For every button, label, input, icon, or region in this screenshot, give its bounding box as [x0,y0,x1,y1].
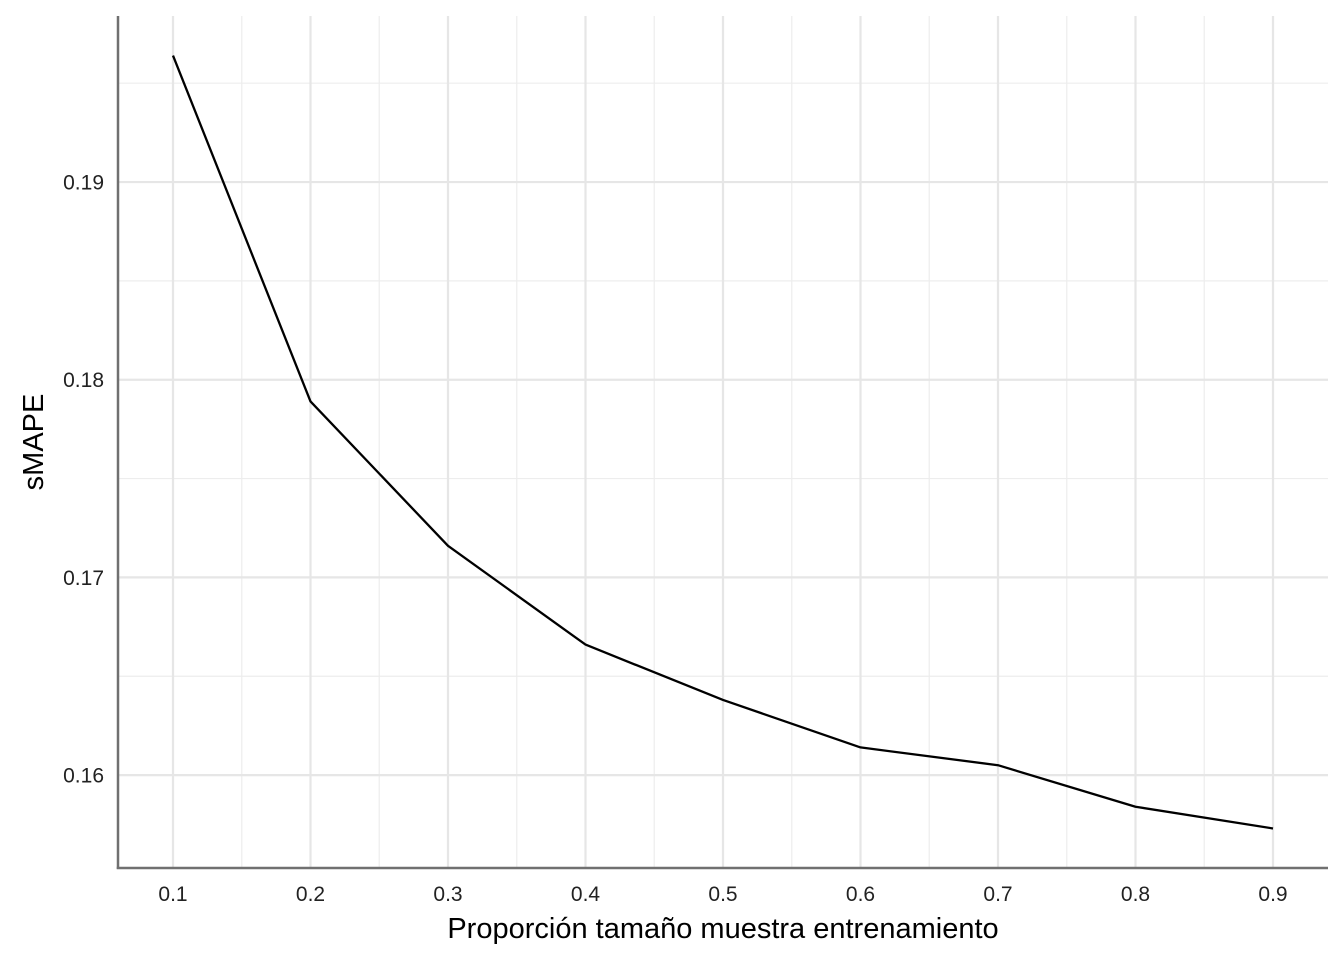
x-tick-label: 0.4 [571,883,601,906]
y-tick-label: 0.19 [63,172,104,195]
grid [118,16,1328,868]
axes [116,16,1328,870]
y-tick-labels: 0.16 0.17 0.18 0.19 [63,172,104,788]
x-axis-title: Proporción tamaño muestra entrenamiento [447,913,998,945]
y-tick-label: 0.18 [63,369,104,392]
x-tick-label: 0.2 [296,883,325,906]
x-tick-label: 0.1 [158,883,187,906]
series-group [171,55,1274,830]
x-tick-labels: 0.1 0.2 0.3 0.4 0.5 0.6 0.7 0.8 0.9 [158,883,1287,906]
x-tick-label: 0.9 [1258,883,1287,906]
series-line [171,55,1274,830]
x-tick-label: 0.6 [846,883,875,906]
y-axis-title: sMAPE [18,394,50,491]
y-tick-label: 0.17 [63,567,104,590]
x-tick-label: 0.3 [433,883,462,906]
x-tick-label: 0.7 [983,883,1012,906]
x-tick-label: 0.5 [708,883,737,906]
x-tick-label: 0.8 [1121,883,1150,906]
y-tick-label: 0.16 [63,765,104,788]
